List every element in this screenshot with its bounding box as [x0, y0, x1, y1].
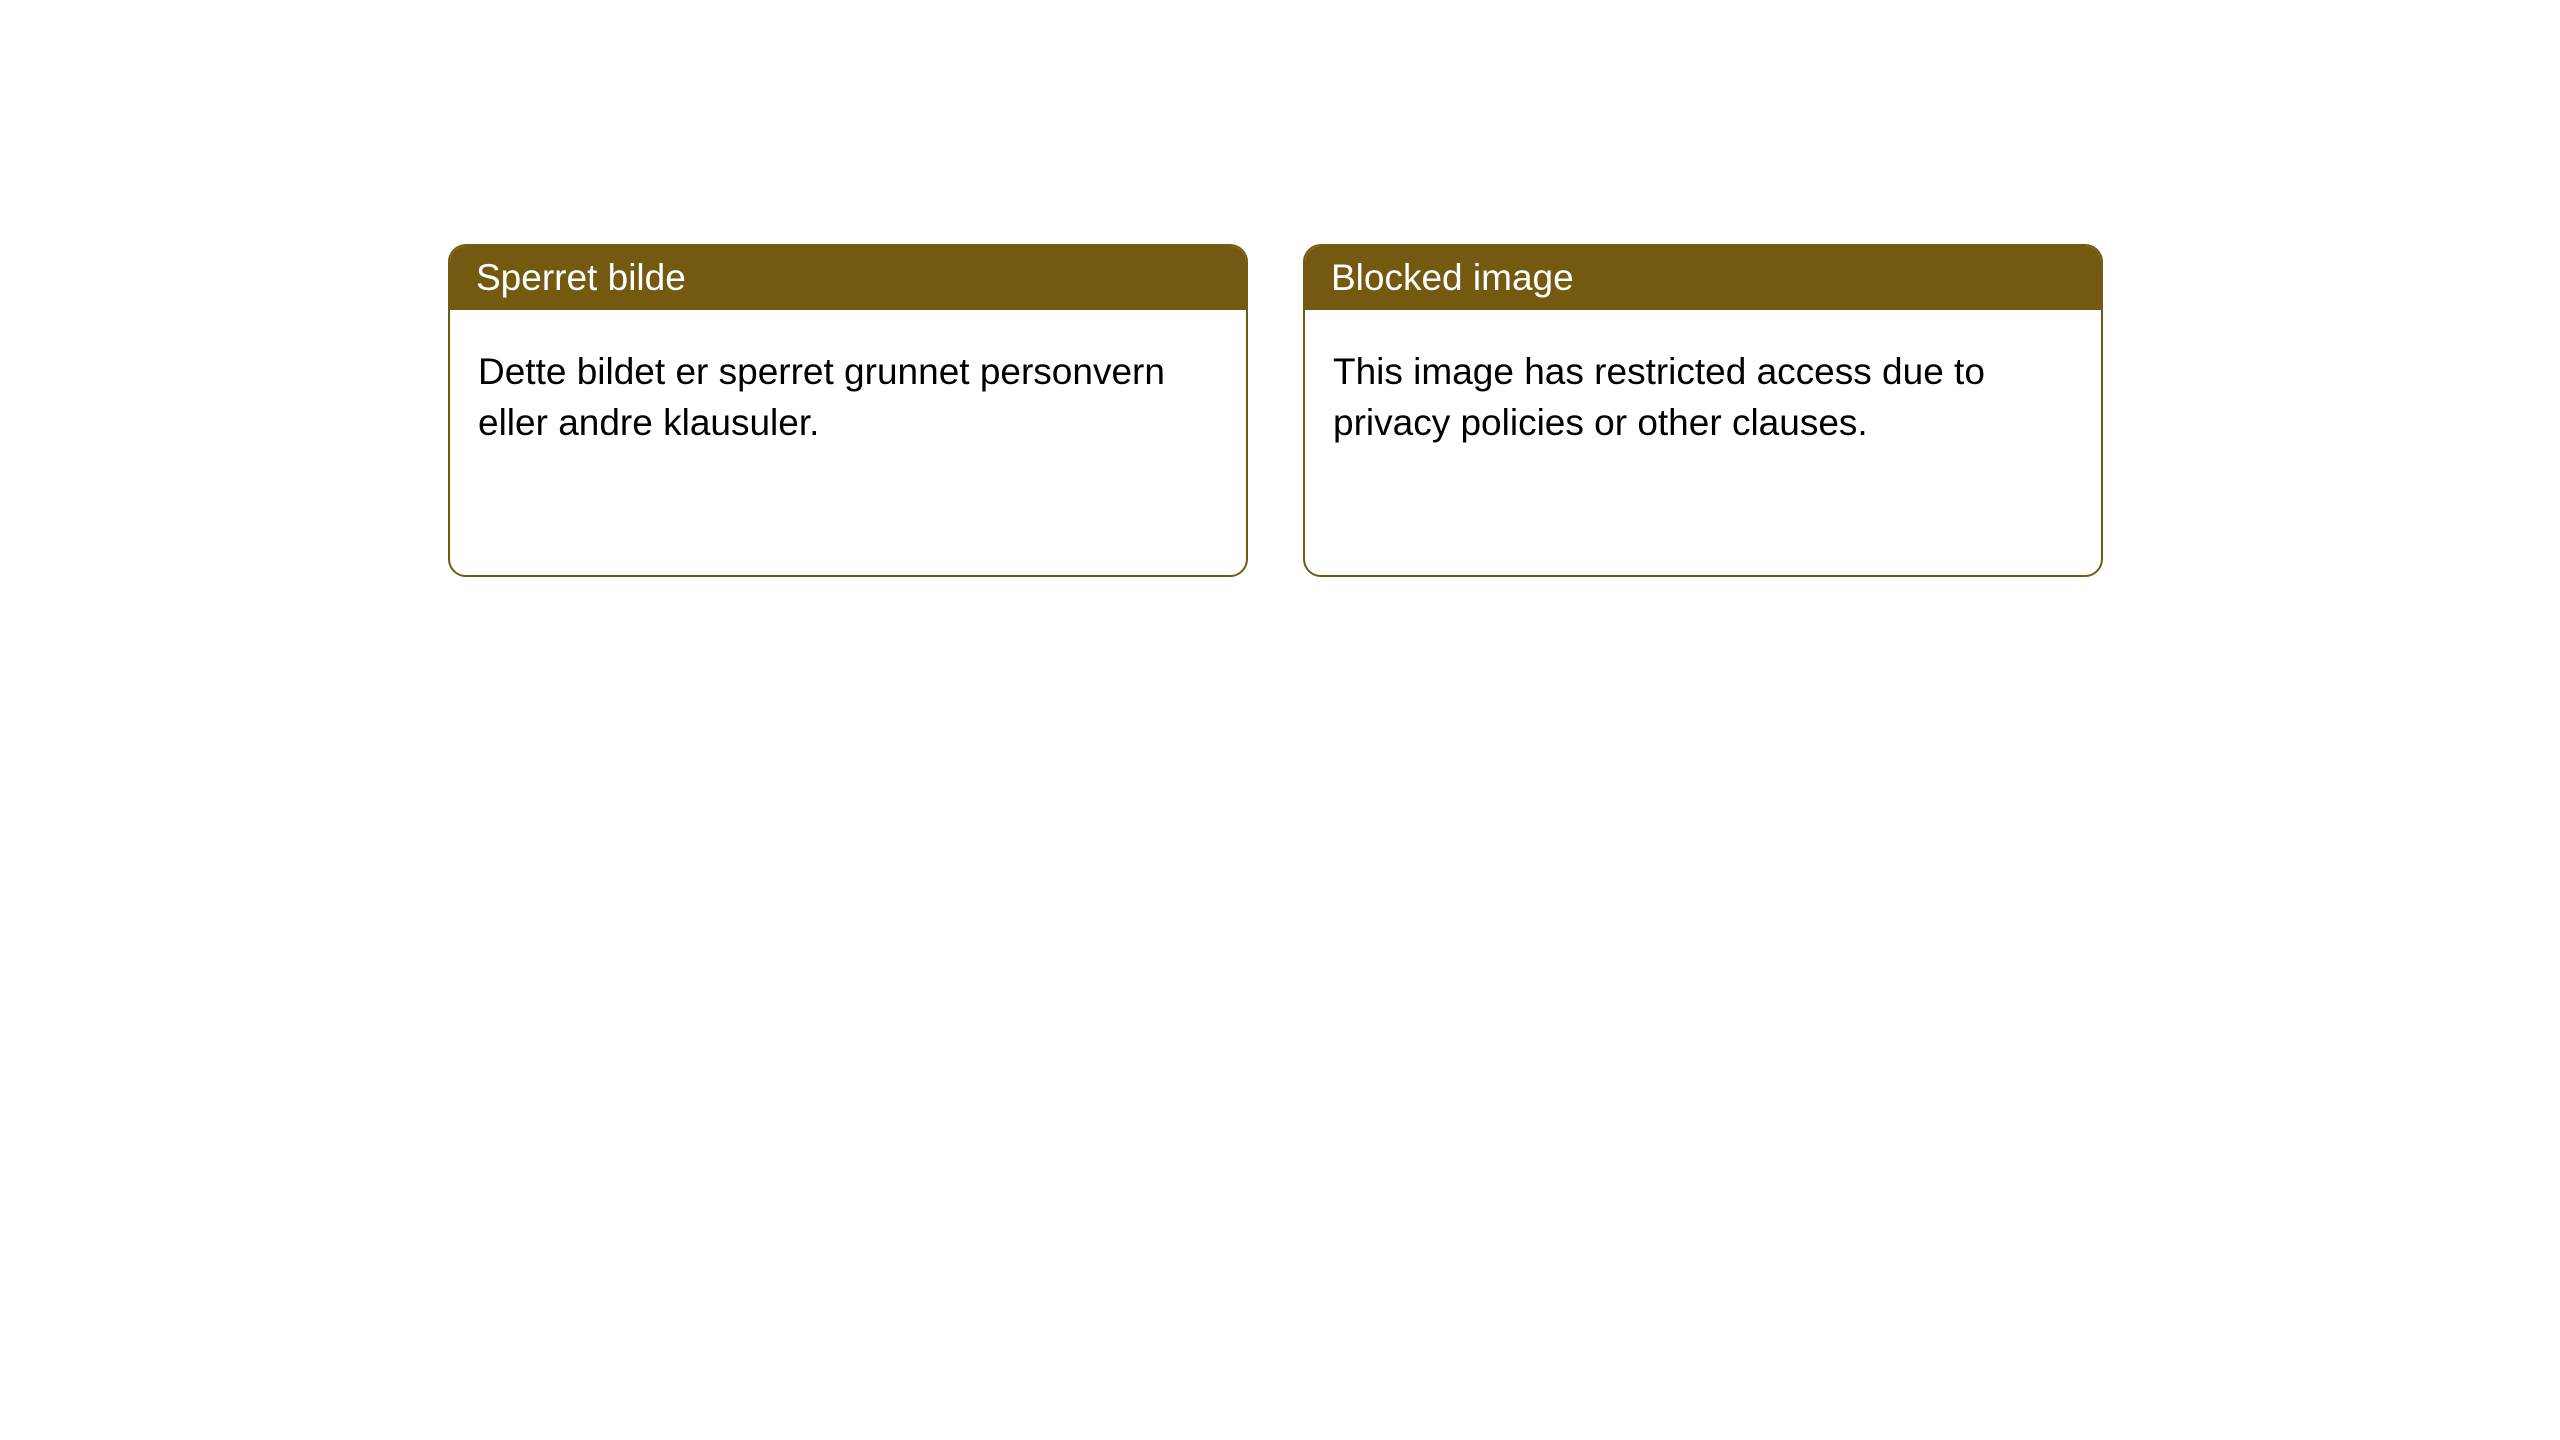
notice-card-title: Blocked image — [1331, 257, 1574, 298]
notice-card-header: Blocked image — [1305, 246, 2101, 310]
notice-card-english: Blocked image This image has restricted … — [1303, 244, 2103, 577]
notice-card-message: Dette bildet er sperret grunnet personve… — [478, 351, 1165, 443]
notice-card-message: This image has restricted access due to … — [1333, 351, 1985, 443]
notice-card-title: Sperret bilde — [476, 257, 686, 298]
notice-cards-container: Sperret bilde Dette bildet er sperret gr… — [448, 244, 2103, 577]
notice-card-body: This image has restricted access due to … — [1305, 310, 2101, 484]
notice-card-norwegian: Sperret bilde Dette bildet er sperret gr… — [448, 244, 1248, 577]
notice-card-header: Sperret bilde — [450, 246, 1246, 310]
notice-card-body: Dette bildet er sperret grunnet personve… — [450, 310, 1246, 484]
